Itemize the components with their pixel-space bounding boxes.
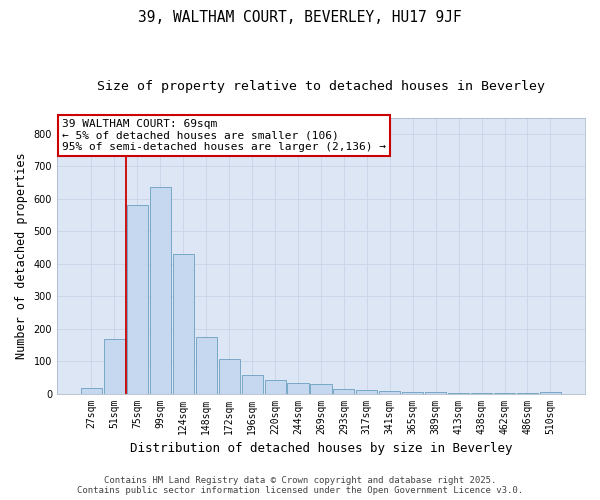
Bar <box>218 360 240 394</box>
Bar <box>265 380 286 394</box>
Bar <box>425 392 446 394</box>
Bar <box>173 254 194 394</box>
Bar <box>334 390 355 394</box>
Bar <box>448 392 469 394</box>
Bar <box>150 187 171 394</box>
Text: 39 WALTHAM COURT: 69sqm
← 5% of detached houses are smaller (106)
95% of semi-de: 39 WALTHAM COURT: 69sqm ← 5% of detached… <box>62 119 386 152</box>
Bar <box>379 391 400 394</box>
Bar <box>287 383 308 394</box>
Text: 39, WALTHAM COURT, BEVERLEY, HU17 9JF: 39, WALTHAM COURT, BEVERLEY, HU17 9JF <box>138 10 462 25</box>
Bar <box>242 375 263 394</box>
Text: Contains HM Land Registry data © Crown copyright and database right 2025.
Contai: Contains HM Land Registry data © Crown c… <box>77 476 523 495</box>
X-axis label: Distribution of detached houses by size in Beverley: Distribution of detached houses by size … <box>130 442 512 455</box>
Bar <box>127 206 148 394</box>
Bar <box>402 392 424 394</box>
Y-axis label: Number of detached properties: Number of detached properties <box>15 152 28 359</box>
Bar <box>356 390 377 394</box>
Bar <box>310 384 332 394</box>
Bar <box>81 388 102 394</box>
Title: Size of property relative to detached houses in Beverley: Size of property relative to detached ho… <box>97 80 545 93</box>
Bar <box>471 393 492 394</box>
Bar <box>540 392 561 394</box>
Bar <box>196 338 217 394</box>
Bar <box>104 339 125 394</box>
